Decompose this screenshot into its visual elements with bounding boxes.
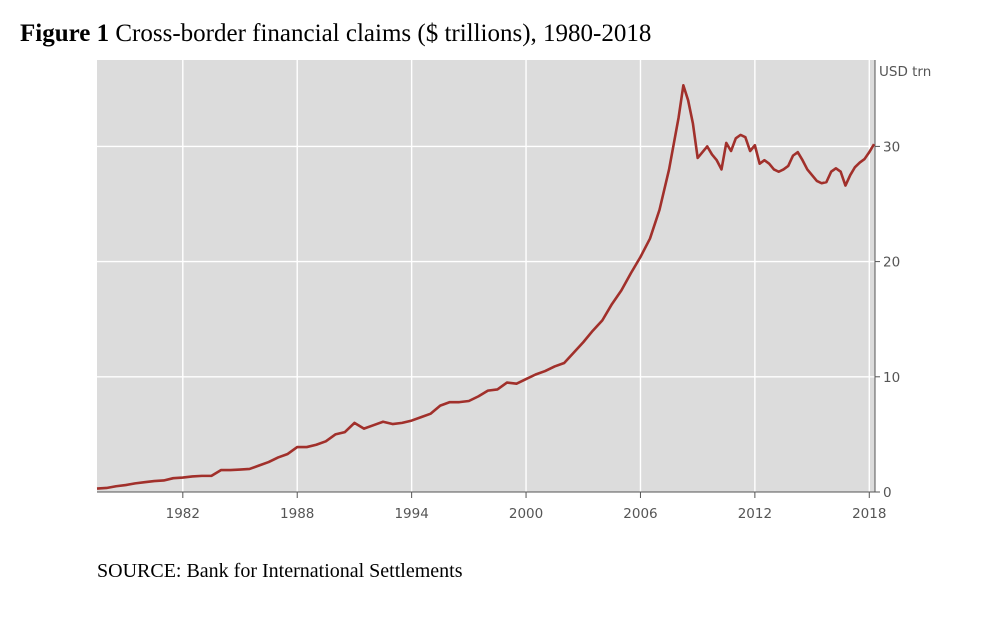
source-note: SOURCE: Bank for International Settlemen… bbox=[97, 560, 463, 582]
y-tick-label: 10 bbox=[883, 370, 900, 386]
x-tick-label: 1988 bbox=[280, 506, 314, 522]
y-tick-label: 20 bbox=[883, 255, 900, 271]
x-tick-label: 2006 bbox=[623, 506, 657, 522]
figure-title: Figure 1 Cross-border financial claims (… bbox=[20, 20, 651, 48]
series-line bbox=[96, 84, 876, 490]
tick-labels: 1982 1988 1994 2000 2006 2012 2018 0 10 20 30 bbox=[166, 139, 901, 522]
axes bbox=[97, 60, 880, 498]
y-axis-unit-label: USD trn bbox=[879, 64, 931, 80]
x-tick-label: 1982 bbox=[166, 506, 200, 522]
x-tick-label: 1994 bbox=[394, 506, 428, 522]
x-tick-label: 2012 bbox=[738, 506, 772, 522]
figure-title-text: Cross-border financial claims ($ trillio… bbox=[115, 20, 652, 47]
plot-area bbox=[97, 60, 875, 492]
x-tick-label: 2018 bbox=[852, 506, 886, 522]
y-tick-label: 0 bbox=[883, 485, 892, 501]
y-tick-label: 30 bbox=[883, 139, 900, 155]
figure-label: Figure 1 bbox=[20, 20, 110, 47]
grid-lines bbox=[97, 60, 875, 492]
x-tick-label: 2000 bbox=[509, 506, 543, 522]
